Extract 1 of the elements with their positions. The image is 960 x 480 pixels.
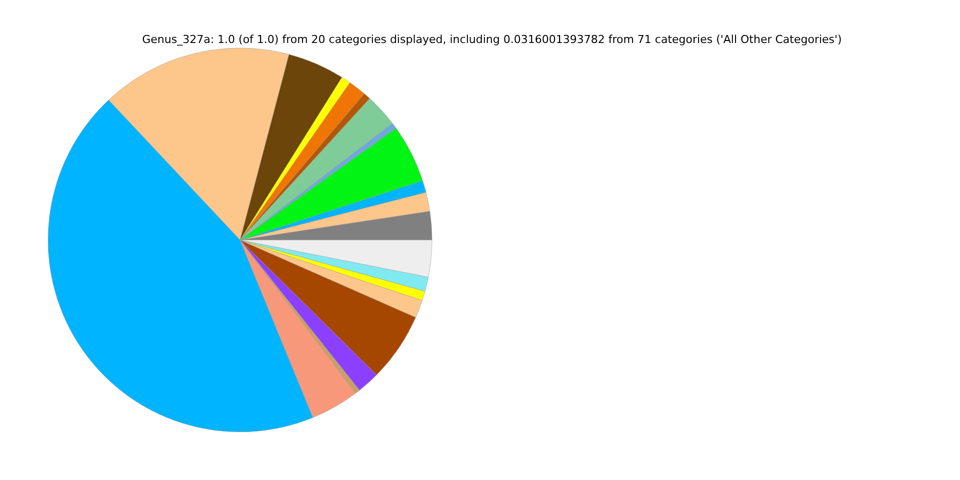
- text: Genus_327a: 1.0 (of 1.0) from 20 categories displayed, including 0.0316001393782 from 71 categories ('All Other Categories'): [142, 33, 842, 46]
